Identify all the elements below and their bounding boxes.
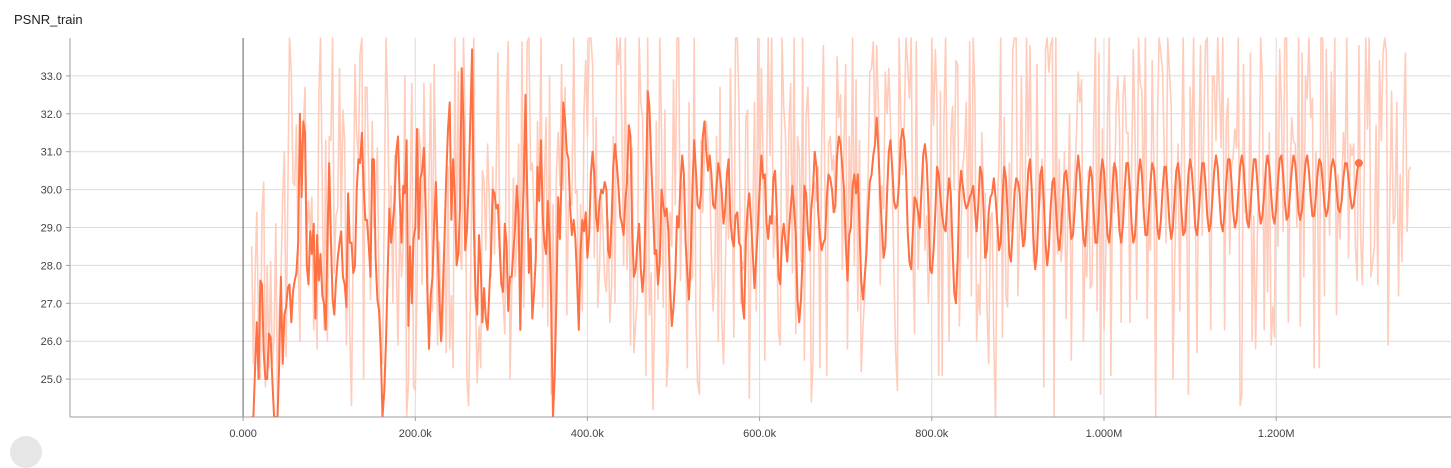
y-tick-label: 30.0 <box>41 185 62 197</box>
chart-title: PSNR_train <box>14 12 83 27</box>
x-tick-label: 1.200M <box>1258 428 1295 440</box>
y-tick-label: 25.0 <box>41 374 62 386</box>
smoothed-series <box>251 48 1363 417</box>
y-tick-label: 31.0 <box>41 147 62 159</box>
x-tick-label: 200.0k <box>399 428 433 440</box>
y-tick-label: 32.0 <box>41 109 62 121</box>
smoothed-series-line <box>251 48 1360 417</box>
y-tick-label: 27.0 <box>41 298 62 310</box>
y-tick-label: 28.0 <box>41 260 62 272</box>
x-tick-label: 800.0k <box>915 428 949 440</box>
x-tick-label: 1.000M <box>1086 428 1123 440</box>
psnr-train-chart: 25.0 26.0 27.0 28.0 29.0 30.0 31.0 32.0 33.0 0.0… <box>41 37 1451 440</box>
x-tick-label: 400.0k <box>571 428 605 440</box>
expand-chart-button[interactable] <box>10 436 42 468</box>
y-tick-labels: 25.0 26.0 27.0 28.0 29.0 30.0 31.0 32.0 33.0 <box>41 71 70 386</box>
x-tick-label: 0.000 <box>229 428 257 440</box>
y-tick-label: 33.0 <box>41 71 62 83</box>
x-tick-labels: 0.000 200.0k 400.0k 600.0k 800.0k 1.000M 1.200… <box>229 417 1295 440</box>
y-tick-label: 29.0 <box>41 223 62 235</box>
x-tick-label: 600.0k <box>743 428 777 440</box>
y-tick-label: 26.0 <box>41 336 62 348</box>
last-point-marker <box>1354 159 1363 168</box>
